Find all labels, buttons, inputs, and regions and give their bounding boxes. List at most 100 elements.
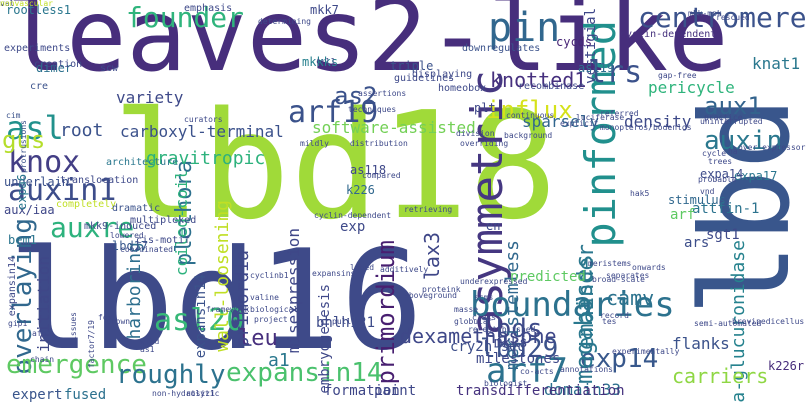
cloud-word: expa6 — [15, 174, 29, 211]
cloud-word: mkk9-induced — [84, 221, 157, 232]
cloud-word: boundaries — [470, 285, 675, 325]
cloud-word: paint — [374, 383, 417, 399]
cloud-word: cim — [6, 111, 21, 120]
cloud-word: lrs — [588, 55, 643, 90]
cloud-word: distribution — [350, 139, 408, 148]
cloud-word: bem1 — [8, 233, 37, 247]
cloud-word: pericycle — [648, 78, 735, 97]
cloud-word: biologist — [484, 379, 528, 388]
cloud-word: vnd — [700, 187, 715, 196]
cloud-word: carboxyl-terminal — [120, 122, 284, 141]
cloud-word: continuous — [506, 111, 555, 120]
cloud-word: sgt1 — [706, 227, 740, 243]
cloud-word: aboveground — [404, 291, 457, 300]
cloud-word: experimentally — [612, 347, 680, 356]
cloud-word: asl19 — [578, 61, 615, 75]
cloud-word: homeobox — [438, 83, 487, 94]
cloud-word: fox — [98, 313, 113, 322]
cloud-word: aux/iaa — [4, 203, 55, 217]
cloud-word: predicted — [510, 269, 586, 285]
cloud-word: protrusions — [19, 120, 28, 173]
cloud-word: asl — [6, 109, 64, 147]
cloud-word: knox — [8, 145, 81, 180]
cloud-word: expert — [12, 387, 63, 403]
cloud-word: factor7/19 — [87, 320, 96, 369]
cloud-word: chain — [30, 355, 55, 364]
cloud-word: proteink — [422, 285, 461, 294]
cloud-word: dramatic — [112, 203, 161, 214]
cloud-word: k226 — [346, 183, 375, 197]
cloud-word: re-established — [468, 325, 536, 334]
cloud-word: asl20 — [154, 303, 245, 338]
cloud-word: nonvascular — [0, 0, 53, 8]
cloud-word: division — [456, 129, 495, 138]
cloud-word: multiplexed — [130, 215, 197, 226]
cloud-word: lobed — [350, 263, 375, 272]
cloud-word: annotations — [560, 365, 613, 374]
cloud-word: trees — [708, 157, 733, 166]
cloud-word: rescued — [716, 13, 750, 22]
cloud-word: fused — [64, 387, 107, 403]
cloud-word: dexamethasone — [400, 324, 557, 348]
cloud-word: en — [486, 219, 501, 233]
cloud-word: underlain — [4, 175, 70, 189]
cloud-word: retrieving — [404, 205, 453, 214]
cloud-word: cre — [30, 81, 49, 92]
cloud-word: leu — [238, 326, 278, 351]
cloud-word: techniques — [348, 105, 397, 114]
cloud-word: emergence — [6, 350, 147, 380]
cloud-word: underexpressed — [460, 277, 528, 286]
cloud-word: monopteros/bodenlos — [600, 123, 692, 132]
cloud-word: scms — [474, 293, 494, 302]
cloud-word: knat1 — [752, 54, 801, 73]
cloud-word: completely — [56, 199, 117, 210]
cloud-word: crl1 — [316, 57, 336, 66]
cloud-word: auxre — [50, 211, 135, 244]
cloud-word: software-assisted — [312, 118, 476, 137]
cloud-word: a1 — [268, 350, 290, 371]
cloud-word: cycle — [702, 149, 727, 158]
cloud-word: coordinated — [120, 245, 173, 254]
cloud-word: as2 — [334, 82, 378, 110]
cloud-word: onwards — [632, 263, 666, 272]
cloud-word: broad-scale — [592, 275, 645, 284]
cloud-word: carriers — [672, 364, 769, 388]
cloud-word: scw — [100, 63, 119, 74]
cloud-word: uninterrupted — [700, 117, 763, 126]
cloud-word: record — [600, 311, 629, 320]
cloud-word: k226r — [768, 359, 805, 373]
cloud-word: lowered — [110, 231, 144, 240]
cloud-word: embryogenesis — [317, 284, 333, 394]
cloud-word: density — [624, 112, 692, 131]
cloud-word: lbd16 — [8, 220, 424, 381]
cloud-word: explicit — [560, 119, 599, 128]
cloud-word: val — [0, 0, 15, 8]
cloud-word: pull — [332, 317, 352, 326]
cloud-word: assertions — [358, 89, 407, 98]
cloud-word: practice — [704, 113, 743, 122]
cloud-word: bhlh121 — [316, 315, 376, 331]
cloud-word: exp14 — [580, 344, 659, 374]
cloud-word: as1 — [140, 345, 155, 354]
cloud-word: atsiz1 — [186, 389, 215, 398]
cloud-word: expansins — [312, 269, 356, 278]
cloud-word: additively — [380, 265, 429, 274]
cloud-word: expansin14 — [193, 274, 209, 359]
cloud-word: guidelines — [394, 73, 455, 84]
cloud-word: knotted1 — [490, 68, 587, 92]
cloud-word: tissues — [69, 312, 78, 346]
cloud-word: lbd17 — [112, 239, 149, 253]
cloud-word: exp — [340, 219, 366, 235]
cloud-word: wild — [140, 337, 160, 346]
cloud-word: overriding — [460, 139, 509, 148]
cloud-word: plt — [474, 101, 496, 115]
cloud-word: rootless1 — [6, 3, 72, 17]
cloud-word: lbd18 — [112, 80, 558, 252]
cloud-word: ha — [728, 147, 738, 156]
cloud-word: co-acts — [520, 367, 554, 376]
cloud-word: gravitropic — [146, 148, 266, 169]
cloud-word: non-hydrolytic — [152, 389, 220, 398]
cloud-word: wall-loosening — [212, 200, 233, 352]
cloud-word: leaves2-like — [6, 0, 729, 94]
cloud-word: mildly — [300, 139, 329, 148]
